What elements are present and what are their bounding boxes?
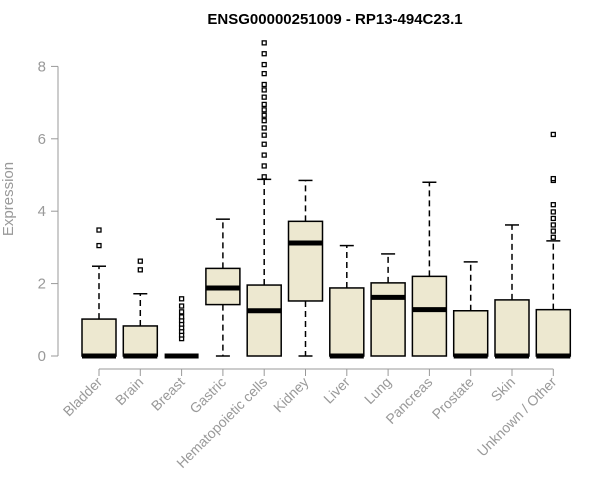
box-iqr — [494, 299, 530, 357]
box-group — [411, 181, 448, 357]
outlier-point — [178, 296, 185, 302]
box-iqr — [287, 220, 324, 302]
box-iqr — [81, 318, 117, 357]
outlier-point — [550, 175, 556, 182]
x-tick-label: Brain — [112, 374, 146, 408]
y-tick-label: 6 — [38, 131, 46, 148]
outlier-point — [261, 141, 267, 147]
box-iqr — [452, 310, 489, 357]
outlier-point — [261, 101, 267, 108]
outlier-point — [550, 202, 556, 208]
y-axis: 0 2 4 6 8 — [38, 58, 59, 365]
outlier-point — [550, 228, 556, 234]
box-group — [370, 253, 406, 357]
box-iqr — [329, 287, 365, 357]
y-tick-label: 0 — [38, 348, 46, 365]
outlier-point — [261, 40, 267, 46]
x-tick-label: Lung — [361, 374, 394, 407]
box-iqr — [370, 282, 406, 357]
outlier-point — [261, 163, 267, 169]
box-iqr — [122, 325, 159, 357]
chart-title: ENSG00000251009 - RP13-494C23.1 — [207, 11, 462, 28]
y-axis-label: Expression — [0, 162, 17, 236]
box-iqr — [411, 275, 448, 357]
plot-area — [81, 40, 572, 359]
outlier-point — [261, 118, 267, 124]
outlier-point — [261, 87, 267, 93]
outlier-point — [96, 227, 102, 233]
outlier-point — [261, 94, 267, 100]
x-tick-label: Kidney — [270, 374, 312, 416]
outlier-point — [261, 174, 267, 180]
outlier-point — [261, 152, 267, 158]
x-tick-label: Liver — [320, 374, 353, 407]
outlier-point — [261, 61, 267, 68]
outlier-point — [137, 267, 143, 273]
outlier-point — [550, 222, 556, 228]
box-group — [246, 40, 282, 357]
box-group — [164, 296, 199, 359]
outlier-point — [178, 309, 185, 315]
y-tick-label: 8 — [38, 58, 46, 75]
box-group — [205, 218, 241, 357]
x-tick-label: Skin — [488, 374, 519, 405]
x-tick-label: Bladder — [60, 374, 106, 420]
outlier-point — [261, 51, 267, 57]
outlier-point — [550, 234, 556, 240]
outlier-point — [261, 132, 267, 138]
outlier-point — [550, 131, 556, 138]
box-group — [329, 244, 365, 359]
box-group — [494, 224, 530, 359]
outlier-point — [261, 125, 267, 131]
outlier-point — [137, 258, 143, 264]
outlier-point — [261, 81, 267, 88]
box-group — [535, 131, 572, 359]
y-tick-label: 4 — [38, 203, 46, 220]
box-iqr — [246, 284, 282, 357]
outlier-point — [178, 303, 185, 309]
outlier-point — [550, 215, 556, 222]
box-group — [287, 179, 324, 357]
outlier-point — [550, 209, 556, 215]
outlier-point — [261, 112, 267, 118]
x-tick-label: Breast — [148, 374, 188, 414]
y-tick-label: 2 — [38, 276, 46, 293]
outlier-point — [261, 70, 267, 77]
outlier-point — [261, 107, 267, 113]
box-iqr — [535, 308, 572, 357]
box-group — [122, 258, 159, 359]
outlier-point — [96, 242, 102, 249]
x-tick-label: Prostate — [429, 374, 477, 422]
outlier-point — [178, 314, 185, 320]
box-group — [81, 227, 117, 359]
box-group — [452, 261, 489, 359]
